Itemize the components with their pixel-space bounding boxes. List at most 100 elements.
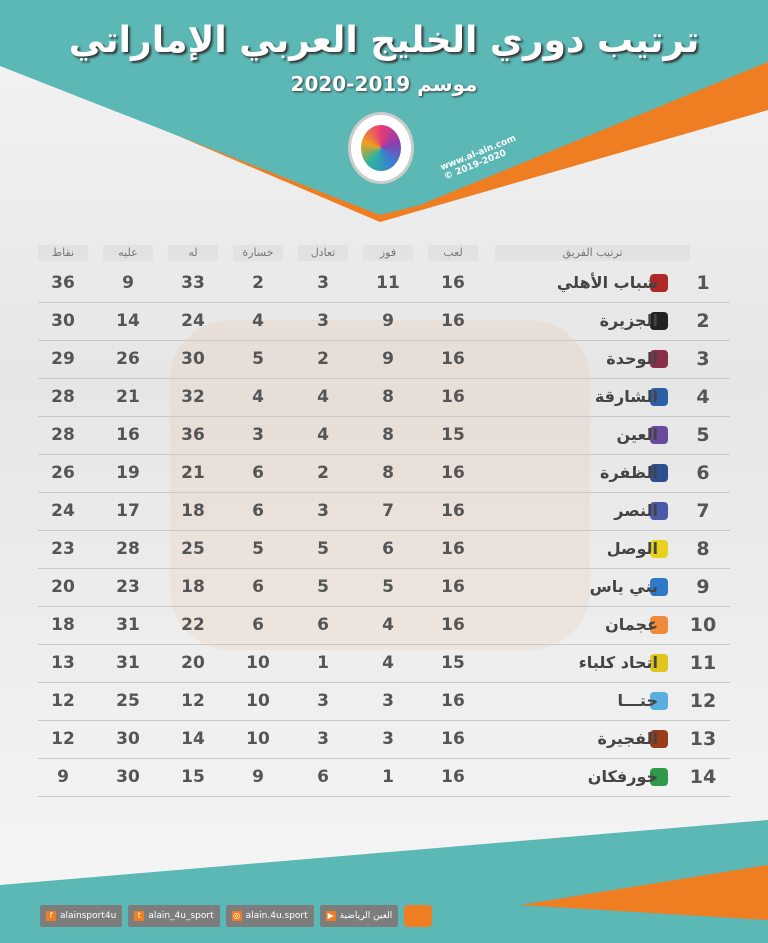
- league-logo: [348, 112, 414, 184]
- cell-ga: 30: [116, 729, 140, 749]
- cell-played: 15: [441, 425, 465, 445]
- cell-drawn: 6: [317, 615, 329, 635]
- cell-won: 11: [376, 273, 400, 293]
- cell-won: 7: [382, 501, 394, 521]
- team-logo-icon: [650, 578, 668, 596]
- cell-lost: 10: [246, 729, 270, 749]
- youtube-icon: ▶: [325, 911, 336, 921]
- cell-gf: 21: [181, 463, 205, 483]
- cell-lost: 4: [252, 387, 264, 407]
- cell-drawn: 3: [317, 273, 329, 293]
- team-name: الفجيرة: [597, 729, 658, 748]
- cell-played: 16: [441, 767, 465, 787]
- cell-lost: 9: [252, 767, 264, 787]
- cell-won: 9: [382, 311, 394, 331]
- cell-gf: 14: [181, 729, 205, 749]
- cell-drawn: 3: [317, 501, 329, 521]
- cell-played: 16: [441, 729, 465, 749]
- twitter-icon: t: [134, 911, 145, 921]
- cell-ga: 26: [116, 349, 140, 369]
- team-name: حتـــا: [617, 691, 658, 710]
- rank: 10: [689, 614, 717, 636]
- table-row: 5 العين 28 16 36 3 4 8 15: [38, 416, 730, 455]
- cell-pts: 28: [51, 387, 75, 407]
- cell-gf: 25: [181, 539, 205, 559]
- cell-played: 16: [441, 501, 465, 521]
- cell-played: 16: [441, 349, 465, 369]
- facebook-link[interactable]: f alainsport4u: [40, 905, 123, 927]
- cell-played: 15: [441, 653, 465, 673]
- cell-lost: 10: [246, 653, 270, 673]
- cell-ga: 28: [116, 539, 140, 559]
- twitter-link[interactable]: t alain_4u_sport: [128, 905, 220, 927]
- table-row: 8 الوصل 23 28 25 5 5 6 16: [38, 530, 730, 569]
- rank: 1: [696, 272, 710, 294]
- table-row: 14 خورفكان 9 30 15 9 6 1 16: [38, 758, 730, 797]
- team-logo-icon: [650, 654, 668, 672]
- team-logo-icon: [650, 616, 668, 634]
- cell-ga: 30: [116, 767, 140, 787]
- rank: 8: [696, 538, 710, 560]
- header-pts: نقاط: [38, 245, 88, 261]
- cell-gf: 15: [181, 767, 205, 787]
- rank: 13: [689, 728, 717, 750]
- header-team: ترتيب الفريق: [495, 245, 690, 261]
- instagram-link[interactable]: ◎ alain.4u.sport: [225, 905, 314, 927]
- cell-drawn: 1: [317, 653, 329, 673]
- cell-lost: 6: [252, 501, 264, 521]
- watermark-logo: [170, 320, 590, 650]
- social-footer: f alainsport4u t alain_4u_sport ◎ alain.4u.…: [40, 905, 433, 927]
- cell-ga: 21: [116, 387, 140, 407]
- cell-drawn: 3: [317, 691, 329, 711]
- alain-logo: [404, 905, 433, 927]
- cell-ga: 16: [116, 425, 140, 445]
- cell-pts: 24: [51, 501, 75, 521]
- team-logo-icon: [650, 426, 668, 444]
- facebook-icon: f: [46, 911, 56, 921]
- team-logo-icon: [650, 768, 668, 786]
- cell-ga: 23: [116, 577, 140, 597]
- cell-pts: 26: [51, 463, 75, 483]
- cell-won: 4: [382, 615, 394, 635]
- youtube-link[interactable]: ▶ العين الرياضية: [319, 905, 399, 927]
- cell-played: 16: [441, 387, 465, 407]
- cell-pts: 28: [51, 425, 75, 445]
- cell-pts: 30: [51, 311, 75, 331]
- team-name: النصر: [614, 501, 658, 520]
- cell-lost: 6: [252, 463, 264, 483]
- instagram-icon: ◎: [231, 911, 242, 921]
- cell-played: 16: [441, 539, 465, 559]
- table-row: 9 بني ياس 20 23 18 6 5 5 16: [38, 568, 730, 607]
- rank: 6: [696, 462, 710, 484]
- cell-won: 4: [382, 653, 394, 673]
- table-row: 12 حتـــا 12 25 12 10 3 3 16: [38, 682, 730, 721]
- season-label: موسم 2019-2020: [290, 72, 478, 96]
- orange-footer: [520, 865, 768, 920]
- team-logo-icon: [650, 540, 668, 558]
- cell-gf: 33: [181, 273, 205, 293]
- header-drawn: تعادل: [298, 245, 348, 261]
- team-logo-icon: [650, 464, 668, 482]
- header-lost: خسارة: [233, 245, 283, 261]
- cell-lost: 3: [252, 425, 264, 445]
- cell-won: 3: [382, 691, 394, 711]
- table-row: 7 النصر 24 17 18 6 3 7 16: [38, 492, 730, 531]
- cell-gf: 24: [181, 311, 205, 331]
- cell-ga: 25: [116, 691, 140, 711]
- cell-pts: 20: [51, 577, 75, 597]
- cell-drawn: 4: [317, 425, 329, 445]
- team-name: العين: [616, 425, 658, 444]
- team-logo-icon: [650, 350, 668, 368]
- team-name: خورفكان: [587, 767, 658, 786]
- team-logo-icon: [650, 312, 668, 330]
- rank: 2: [696, 310, 710, 332]
- cell-pts: 36: [51, 273, 75, 293]
- cell-played: 16: [441, 615, 465, 635]
- cell-played: 16: [441, 311, 465, 331]
- cell-drawn: 2: [317, 463, 329, 483]
- cell-played: 16: [441, 577, 465, 597]
- cell-won: 5: [382, 577, 394, 597]
- cell-ga: 14: [116, 311, 140, 331]
- table-row: 2 الجزيرة 30 14 24 4 3 9 16: [38, 302, 730, 341]
